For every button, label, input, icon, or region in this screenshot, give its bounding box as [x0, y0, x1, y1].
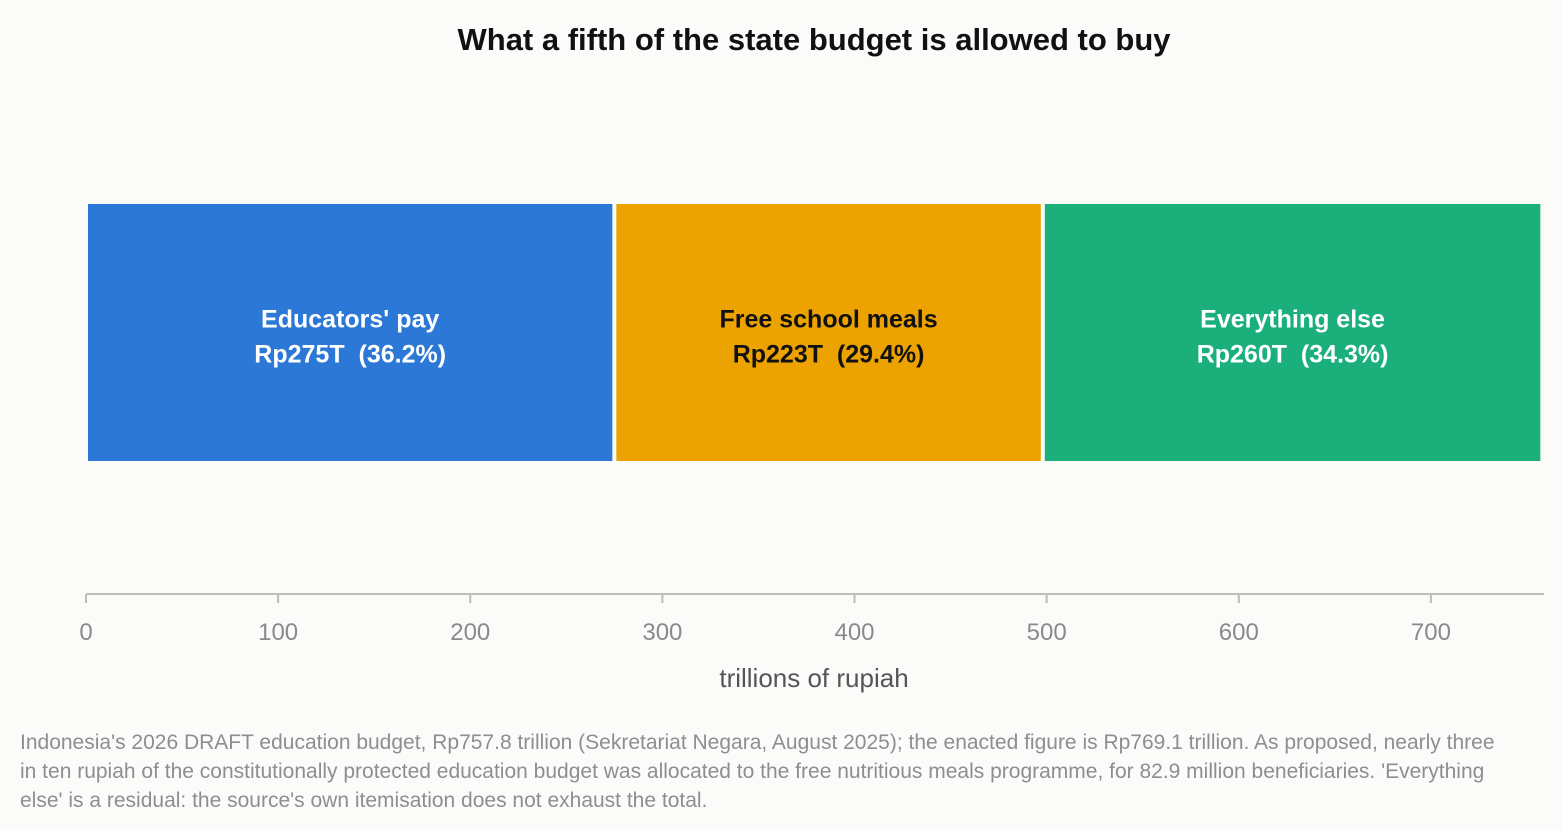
bar-segment-everything-else — [1044, 204, 1541, 461]
segment-value-label: Rp223T (29.4%) — [733, 341, 925, 369]
footnote: Indonesia's 2026 DRAFT education budget,… — [20, 731, 1495, 812]
bar-segment-educators-pay — [88, 204, 613, 461]
x-tick-label: 300 — [642, 619, 682, 646]
chart-title: What a fifth of the state budget is allo… — [457, 22, 1171, 57]
segment-value-label: Rp260T (34.3%) — [1197, 341, 1389, 369]
x-tick-label: 200 — [450, 619, 490, 646]
segment-name-label: Educators' pay — [261, 306, 439, 334]
bar-segment-free-school-meals — [616, 204, 1041, 461]
x-tick-label: 600 — [1219, 619, 1259, 646]
x-tick-label: 700 — [1411, 619, 1451, 646]
bar-segments: Educators' pay Rp275T (36.2%) Free school … — [88, 204, 1541, 461]
x-axis-title: trillions of rupiah — [719, 663, 908, 693]
x-tick-label: 500 — [1027, 619, 1067, 646]
stacked-bar-chart: Educators' pay Rp275T (36.2%) Free school … — [79, 204, 1544, 693]
x-tick-label: 400 — [834, 619, 874, 646]
x-tick-label: 100 — [258, 619, 298, 646]
x-axis: 0 100 200 300 400 500 600 700 — [79, 593, 1544, 646]
segment-name-label: Everything else — [1200, 306, 1385, 334]
x-tick-label: 0 — [79, 619, 92, 646]
segment-value-label: Rp275T (36.2%) — [254, 341, 446, 369]
segment-name-label: Free school meals — [720, 306, 938, 334]
